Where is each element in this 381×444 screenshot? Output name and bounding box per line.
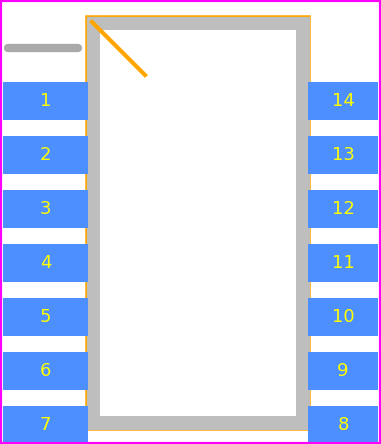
Bar [308,190,378,228]
Bar [3,82,88,120]
Bar [3,352,88,390]
Bar [308,82,378,120]
Text: 4: 4 [40,254,51,272]
Bar [3,298,88,336]
Text: 9: 9 [337,362,349,380]
Bar [308,244,378,282]
Text: 12: 12 [331,200,354,218]
Bar [308,136,378,174]
Text: 7: 7 [40,416,51,434]
Text: 8: 8 [337,416,349,434]
Text: 6: 6 [40,362,51,380]
Text: 13: 13 [331,146,354,164]
Bar [100,30,296,416]
Bar [3,244,88,282]
Bar [3,136,88,174]
Text: 14: 14 [331,92,354,110]
Text: 11: 11 [331,254,354,272]
Text: 5: 5 [40,308,51,326]
Bar [308,406,378,444]
Text: 10: 10 [332,308,354,326]
Bar [88,18,308,428]
Text: 1: 1 [40,92,51,110]
Bar [308,298,378,336]
Bar [3,406,88,444]
Bar [308,352,378,390]
Text: 3: 3 [40,200,51,218]
Text: 2: 2 [40,146,51,164]
Bar [92,22,304,424]
Bar [3,190,88,228]
